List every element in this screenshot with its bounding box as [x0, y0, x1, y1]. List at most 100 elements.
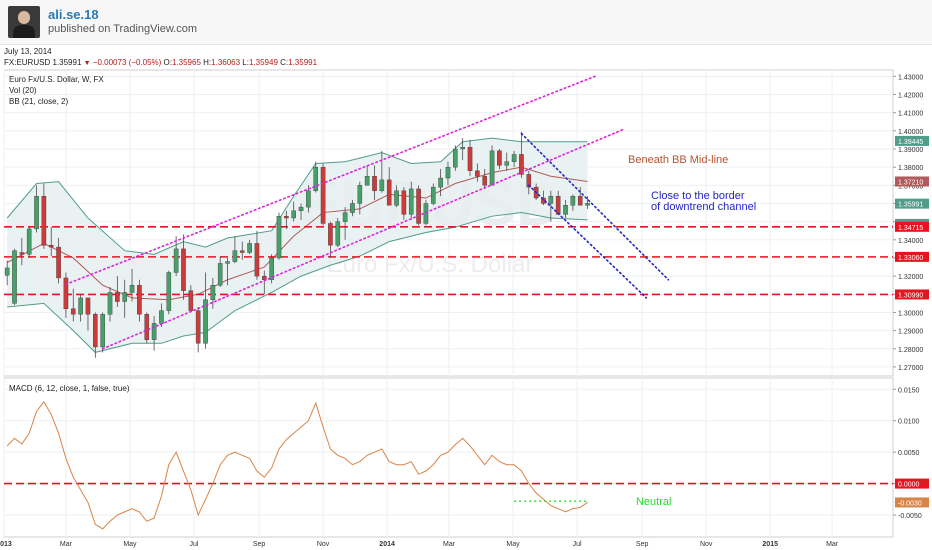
candle-body — [320, 166, 326, 224]
price-label-box — [895, 289, 929, 300]
candle-body — [482, 176, 488, 186]
candle-body — [291, 210, 296, 219]
y-tick-label: 1.27000 — [898, 365, 923, 372]
price-label: 1.33060 — [898, 255, 923, 262]
macd-price-label: 0.0000 — [898, 482, 920, 489]
candle-body — [555, 196, 561, 215]
trend-line — [65, 75, 596, 286]
candle-body — [342, 212, 348, 222]
y-tick-label: 1.41000 — [898, 111, 923, 118]
candle-body — [460, 146, 465, 150]
candle-body — [445, 166, 451, 179]
candle-body — [41, 196, 47, 246]
price-label-box — [895, 198, 929, 209]
candle-body — [379, 179, 385, 191]
main-chart-title: Euro Fx/U.S. Dollar, W, FX — [9, 75, 104, 84]
macd-y-tick-label: -0.0050 — [898, 513, 922, 520]
candle-body — [298, 206, 304, 211]
candle-body — [122, 292, 128, 302]
candle-body — [137, 284, 142, 315]
candle-body — [269, 257, 274, 280]
price-change: −0.00073 (−0.05%) — [92, 58, 162, 67]
close-label: C: — [280, 58, 289, 67]
x-tick-label: May — [506, 541, 520, 548]
x-tick-label: Nov — [317, 541, 330, 548]
candle-body — [144, 314, 150, 340]
annotation-downtrend: of downtrend channel — [651, 201, 756, 213]
candle-body — [225, 261, 230, 264]
y-tick-label: 1.38000 — [898, 165, 923, 172]
x-tick-label: 2013 — [0, 541, 12, 548]
candle-body — [232, 250, 238, 262]
candle-body — [100, 314, 105, 348]
candle-body — [519, 154, 524, 175]
down-triangle-icon: ▼ — [83, 60, 91, 67]
candle-body — [438, 177, 443, 188]
candle-body — [70, 308, 76, 315]
bb-fill — [7, 138, 588, 353]
candle-body — [364, 176, 370, 186]
x-tick-label: Mar — [60, 541, 73, 548]
candle-body — [115, 292, 120, 302]
annotation-neutral: Neutral — [636, 496, 671, 508]
x-tick-label: 2014 — [379, 541, 395, 548]
candle-body — [453, 148, 458, 168]
main-pane-frame — [3, 69, 894, 377]
x-tick-label: 2015 — [762, 541, 778, 548]
candle-body — [129, 284, 135, 293]
candle-body — [541, 197, 546, 204]
candle-body — [217, 263, 223, 286]
candle-body — [254, 243, 260, 277]
high-value: 1.36063 — [211, 58, 241, 67]
candle-body — [394, 190, 399, 206]
candle-body — [56, 246, 61, 279]
candle-body — [313, 166, 319, 191]
price-label-box — [895, 176, 929, 187]
candle-body — [570, 196, 576, 206]
symbol: FX:EURUSD — [4, 58, 51, 67]
candle-body — [85, 297, 91, 315]
candle-body — [401, 190, 407, 215]
candle-body — [408, 188, 414, 215]
avatar[interactable] — [8, 6, 40, 38]
candle-body — [247, 243, 252, 253]
candle-body — [416, 188, 421, 224]
annotation-border: Close to the border — [651, 190, 745, 202]
bb-upper-line — [6, 137, 588, 255]
candle-body — [335, 221, 341, 246]
candle-body — [563, 205, 568, 215]
y-tick-label: 1.33000 — [898, 256, 923, 263]
y-tick-label: 1.40000 — [898, 129, 923, 136]
candle-body — [239, 250, 245, 253]
trend-line — [101, 128, 626, 350]
high-label: H: — [203, 58, 212, 67]
x-tick-label: Sep — [636, 541, 649, 548]
candle-body — [489, 150, 495, 186]
candle-body — [475, 170, 480, 177]
y-tick-label: 1.29000 — [898, 329, 923, 336]
trend-line — [527, 184, 648, 299]
macd-y-tick-label: 0.0050 — [898, 450, 920, 457]
candle-body — [533, 186, 539, 199]
price-label: 1.34875 — [898, 222, 923, 229]
candle-body — [430, 186, 436, 204]
candle-body — [577, 196, 583, 206]
publish-date: July 13, 2014 — [4, 47, 52, 56]
author-name[interactable]: ali.se.18 — [48, 7, 99, 22]
published-note: published on TradingView.com — [48, 23, 198, 35]
price-label-box — [895, 478, 929, 489]
y-tick-label: 1.31000 — [898, 292, 923, 299]
indicator-vol: Vol (20) — [9, 86, 37, 95]
macd-line — [6, 400, 588, 530]
price-label-box — [895, 218, 929, 229]
candle-body — [26, 228, 32, 255]
x-tick-label: Jul — [189, 541, 198, 548]
candle-body — [173, 248, 179, 273]
bb-mid-line — [6, 166, 588, 301]
price-label: 1.35991 — [898, 202, 923, 209]
candle-body — [195, 310, 201, 344]
price-label: 1.30990 — [898, 292, 923, 299]
candle-body — [63, 277, 69, 310]
bb-lower-line — [7, 212, 588, 353]
